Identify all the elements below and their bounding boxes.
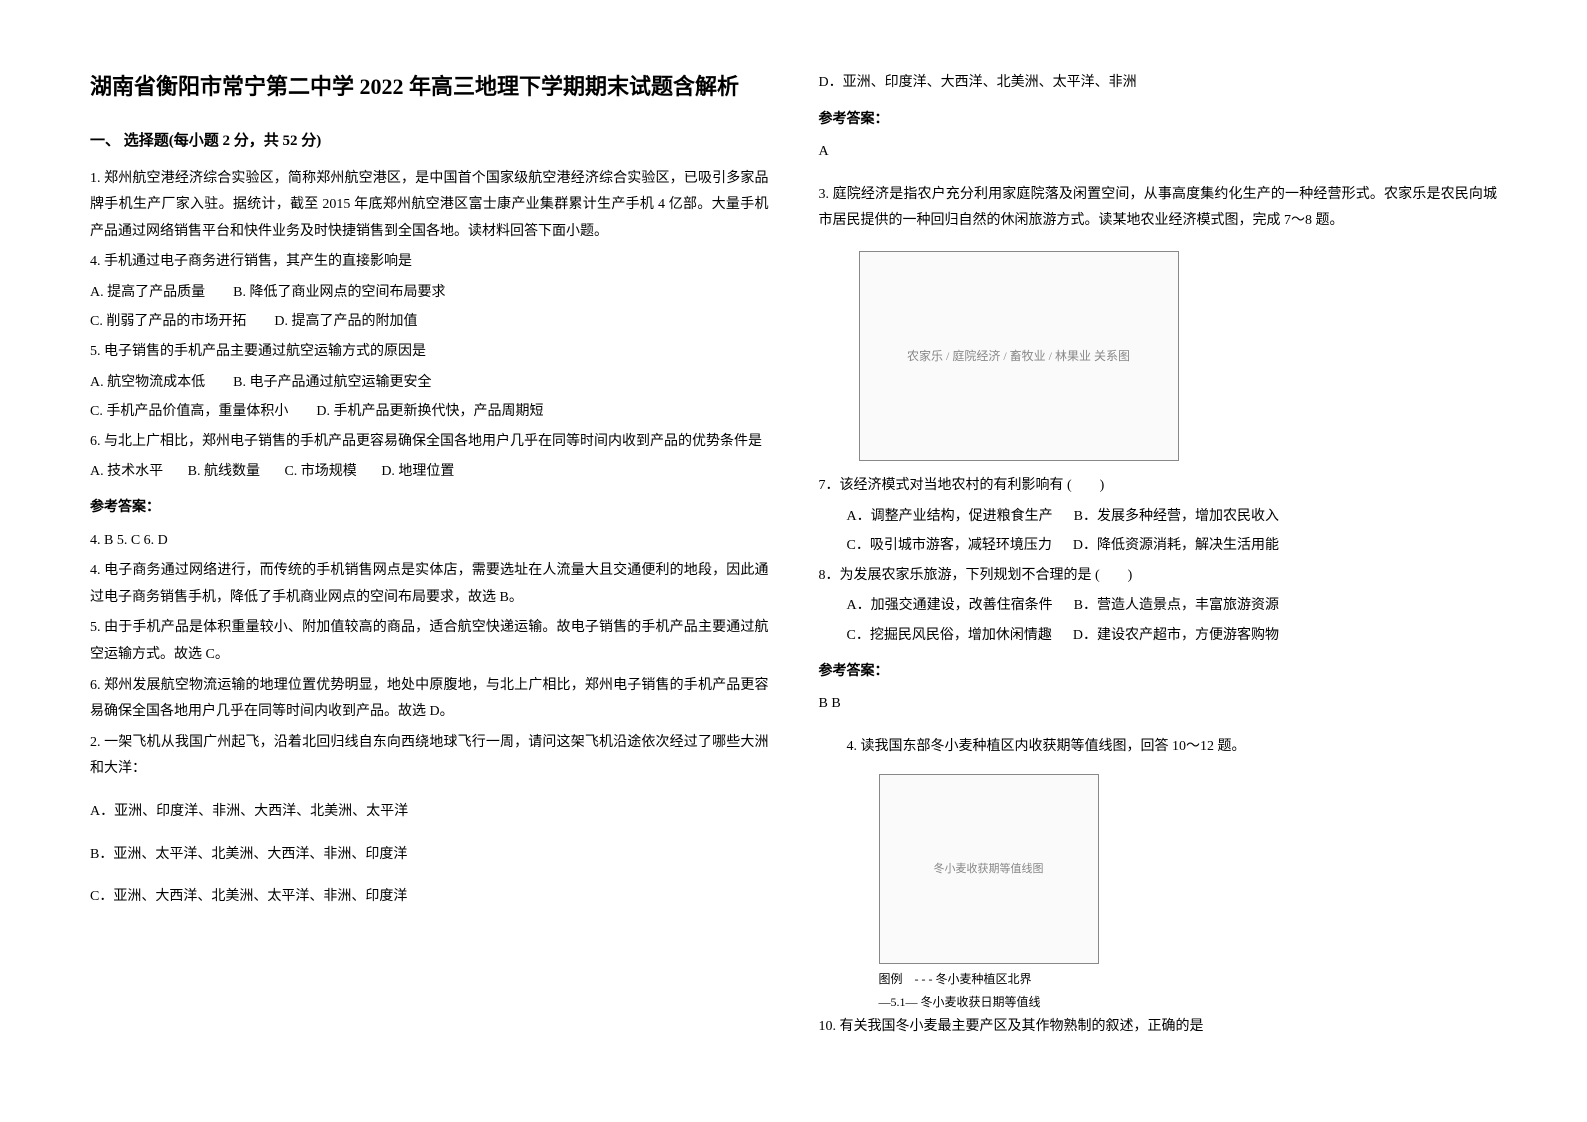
q3-sub7: 7．该经济模式对当地农村的有利影响有 ( ): [819, 473, 1498, 500]
q1-sub5-opt-a: A. 航空物流成本低: [90, 375, 205, 390]
q1-sub4-opt-a: A. 提高了产品质量: [90, 285, 205, 300]
q4-legend-2: —5.1— 冬小麦收获日期等值线: [879, 991, 1498, 1014]
q4-sub10: 10. 有关我国冬小麦最主要产区及其作物熟制的叙述，正确的是: [819, 1014, 1498, 1041]
q4-map-image: 冬小麦收获期等值线图: [879, 774, 1099, 964]
q1-sub5: 5. 电子销售的手机产品主要通过航空运输方式的原因是: [90, 339, 769, 366]
q1-sub5-opt-d: D. 手机产品更新换代快，产品周期短: [316, 404, 543, 419]
q1-sub6-options: A. 技术水平 B. 航线数量 C. 市场规模 D. 地理位置: [90, 459, 769, 486]
q3-sub7-row1: A．调整产业结构，促进粮食生产 B．发展多种经营，增加农民收入: [847, 504, 1498, 531]
q3-sub8-row1: A．加强交通建设，改善住宿条件 B．营造人造景点，丰富旅游资源: [847, 593, 1498, 620]
q3-sub8-opt-d: D．建设农产超市，方便游客购物: [1073, 628, 1279, 643]
q1-sub4-opt-b: B. 降低了商业网点的空间布局要求: [233, 285, 445, 300]
q2-opt-d: D．亚洲、印度洋、大西洋、北美洲、太平洋、非洲: [819, 70, 1498, 97]
q3-answer: B B: [819, 691, 1498, 718]
q1-answer-label: 参考答案：: [90, 495, 769, 522]
section-1-heading: 一、 选择题(每小题 2 分，共 52 分): [90, 127, 769, 156]
q3-diagram-image: 农家乐 / 庭院经济 / 畜牧业 / 林果业 关系图: [859, 251, 1179, 461]
q2-answer-label: 参考答案：: [819, 107, 1498, 134]
q3-sub7-opt-b: B．发展多种经营，增加农民收入: [1074, 509, 1279, 524]
q2-opt-b: B．亚洲、太平洋、北美洲、大西洋、非洲、印度洋: [90, 842, 769, 869]
q3-sub7-row2: C．吸引城市游客，减轻环境压力 D．降低资源消耗，解决生活用能: [847, 533, 1498, 560]
q2-stem: 2. 一架飞机从我国广州起飞，沿着北回归线自东向西绕地球飞行一周，请问这架飞机沿…: [90, 730, 769, 783]
q1-sub5-opt-b: B. 电子产品通过航空运输更安全: [233, 375, 431, 390]
q2-opt-c: C．亚洲、大西洋、北美洲、太平洋、非洲、印度洋: [90, 884, 769, 911]
q1-exp4: 4. 电子商务通过网络进行，而传统的手机销售网点是实体店，需要选址在人流量大且交…: [90, 558, 769, 611]
q1-sub4-options-ab: A. 提高了产品质量 B. 降低了商业网点的空间布局要求: [90, 280, 769, 307]
q3-sub7-opt-c: C．吸引城市游客，减轻环境压力: [847, 538, 1052, 553]
q1-sub5-options-cd: C. 手机产品价值高，重量体积小 D. 手机产品更新换代快，产品周期短: [90, 399, 769, 426]
q3-sub7-opt-a: A．调整产业结构，促进粮食生产: [847, 509, 1053, 524]
q1-answers: 4. B 5. C 6. D: [90, 528, 769, 555]
q1-exp6: 6. 郑州发展航空物流运输的地理位置优势明显，地处中原腹地，与北上广相比，郑州电…: [90, 673, 769, 726]
q2-opt-a: A．亚洲、印度洋、非洲、大西洋、北美洲、太平洋: [90, 799, 769, 826]
q1-sub6-opt-a: A. 技术水平: [90, 464, 163, 479]
q1-exp5: 5. 由于手机产品是体积重量较小、附加值较高的商品，适合航空快递运输。故电子销售…: [90, 615, 769, 668]
q1-sub6-opt-b: B. 航线数量: [188, 464, 260, 479]
q1-sub5-options-ab: A. 航空物流成本低 B. 电子产品通过航空运输更安全: [90, 370, 769, 397]
q3-sub8-row2: C．挖掘民风民俗，增加休闲情趣 D．建设农产超市，方便游客购物: [847, 623, 1498, 650]
q4-legend-1: 图例 - - - 冬小麦种植区北界: [879, 968, 1498, 991]
q4-stem: 4. 读我国东部冬小麦种植区内收获期等值线图，回答 10～12 题。: [819, 734, 1498, 761]
q3-sub8-opt-a: A．加强交通建设，改善住宿条件: [847, 598, 1053, 613]
q2-answer: A: [819, 139, 1498, 166]
q3-sub8-opt-b: B．营造人造景点，丰富旅游资源: [1074, 598, 1279, 613]
q1-sub6-opt-d: D. 地理位置: [381, 464, 454, 479]
q3-sub8: 8．为发展农家乐旅游，下列规划不合理的是 ( ): [819, 563, 1498, 590]
q1-sub4-opt-d: D. 提高了产品的附加值: [274, 314, 417, 329]
q3-sub7-opt-d: D．降低资源消耗，解决生活用能: [1073, 538, 1279, 553]
q1-sub6: 6. 与北上广相比，郑州电子销售的手机产品更容易确保全国各地用户几乎在同等时间内…: [90, 429, 769, 456]
q3-stem: 3. 庭院经济是指农户充分利用家庭院落及闲置空间，从事高度集约化生产的一种经营形…: [819, 182, 1498, 235]
q4-map-alt: 冬小麦收获期等值线图: [934, 859, 1044, 880]
q1-sub6-opt-c: C. 市场规模: [284, 464, 356, 479]
right-column: D．亚洲、印度洋、大西洋、北美洲、太平洋、非洲 参考答案： A 3. 庭院经济是…: [819, 70, 1498, 1052]
q3-sub8-opt-c: C．挖掘民风民俗，增加休闲情趣: [847, 628, 1052, 643]
q1-sub4-opt-c: C. 削弱了产品的市场开拓: [90, 314, 246, 329]
q3-diagram-alt: 农家乐 / 庭院经济 / 畜牧业 / 林果业 关系图: [907, 345, 1130, 368]
q1-stem: 1. 郑州航空港经济综合实验区，简称郑州航空港区，是中国首个国家级航空港经济综合…: [90, 166, 769, 246]
q1-sub4: 4. 手机通过电子商务进行销售，其产生的直接影响是: [90, 249, 769, 276]
left-column: 湖南省衡阳市常宁第二中学 2022 年高三地理下学期期末试题含解析 一、 选择题…: [90, 70, 769, 1052]
exam-title: 湖南省衡阳市常宁第二中学 2022 年高三地理下学期期末试题含解析: [90, 70, 769, 103]
q1-sub5-opt-c: C. 手机产品价值高，重量体积小: [90, 404, 288, 419]
q1-sub4-options-cd: C. 削弱了产品的市场开拓 D. 提高了产品的附加值: [90, 309, 769, 336]
q3-answer-label: 参考答案：: [819, 659, 1498, 686]
